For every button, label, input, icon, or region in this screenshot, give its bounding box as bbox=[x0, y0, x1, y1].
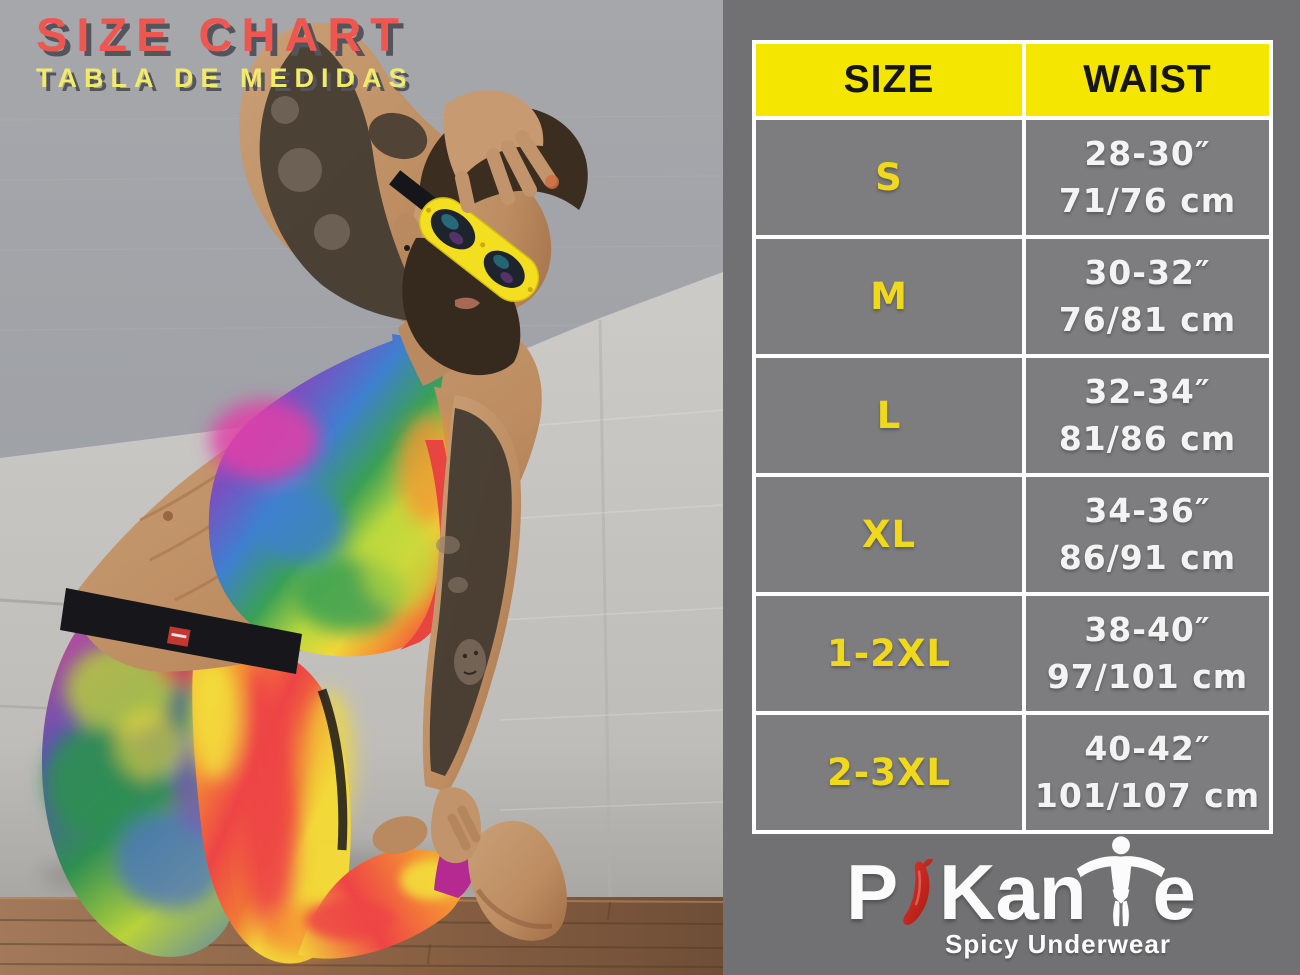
rainbow-tank-top bbox=[208, 334, 458, 657]
size-column-header: SIZE bbox=[843, 58, 935, 101]
waist-cm: 97/101 cm bbox=[1046, 656, 1249, 696]
waist-inches: 40-42″ bbox=[1084, 728, 1211, 768]
photo-scene bbox=[0, 0, 723, 975]
size-table: SIZE WAIST S 28-30″ 71/76 cm M 30-32″ 76… bbox=[752, 40, 1273, 834]
size-value: S bbox=[875, 156, 903, 199]
brand-logo: P Kan bbox=[831, 835, 1211, 960]
man-silhouette-icon bbox=[1073, 835, 1169, 929]
logo-letter-e: e bbox=[1152, 848, 1196, 937]
size-value: L bbox=[876, 394, 902, 437]
bare-foot bbox=[467, 820, 567, 941]
page-subtitle: TABLA DE MEDIDAS bbox=[36, 63, 414, 94]
leggings-calf bbox=[298, 848, 467, 959]
table-row-size-s: S bbox=[756, 120, 1022, 235]
navel bbox=[163, 511, 173, 521]
lips bbox=[455, 297, 480, 310]
table-row-waist-s: 28-30″ 71/76 cm bbox=[1026, 120, 1269, 235]
waist-cm: 71/76 cm bbox=[1058, 180, 1237, 220]
tattooed-right-arm bbox=[422, 395, 522, 792]
waist-cm: 86/91 cm bbox=[1058, 537, 1237, 577]
head bbox=[389, 106, 588, 376]
table-row-size-m: M bbox=[756, 239, 1022, 354]
waist-inches: 38-40″ bbox=[1084, 609, 1211, 649]
waist-column-header: WAIST bbox=[1083, 58, 1212, 101]
waist-cm: 81/86 cm bbox=[1058, 418, 1237, 458]
table-header-size: SIZE bbox=[756, 44, 1022, 116]
page-title: SIZE CHART bbox=[36, 8, 408, 61]
waist-inches: 32-34″ bbox=[1084, 371, 1211, 411]
brand-tagline: Spicy Underwear bbox=[945, 929, 1171, 959]
table-row-waist-l: 32-34″ 81/86 cm bbox=[1026, 358, 1269, 473]
hand-over-head bbox=[443, 89, 559, 213]
size-value: M bbox=[870, 275, 908, 318]
logo-letter-p: P bbox=[846, 848, 899, 937]
table-row-size-l: L bbox=[756, 358, 1022, 473]
leggings-near-thigh bbox=[190, 641, 355, 964]
hand-on-ankle bbox=[430, 787, 481, 864]
size-value: 1-2XL bbox=[827, 632, 951, 675]
waist-inches: 30-32″ bbox=[1084, 252, 1211, 292]
back-heel bbox=[372, 816, 428, 854]
table-row-waist-1-2xl: 38-40″ 97/101 cm bbox=[1026, 596, 1269, 711]
table-row-waist-xl: 34-36″ 86/91 cm bbox=[1026, 477, 1269, 592]
waist-cm: 76/81 cm bbox=[1058, 299, 1237, 339]
model-figure bbox=[41, 23, 588, 964]
table-row-size-xl: XL bbox=[756, 477, 1022, 592]
waistband bbox=[60, 588, 302, 674]
table-row-waist-m: 30-32″ 76/81 cm bbox=[1026, 239, 1269, 354]
model-photo: SIZE CHART TABLA DE MEDIDAS bbox=[0, 0, 723, 975]
size-value: 2-3XL bbox=[827, 751, 951, 794]
waist-inches: 34-36″ bbox=[1084, 490, 1211, 530]
waist-cm: 101/107 cm bbox=[1034, 775, 1261, 815]
fingertip bbox=[545, 175, 559, 189]
earring bbox=[404, 245, 410, 251]
table-row-size-1-2xl: 1-2XL bbox=[756, 596, 1022, 711]
logo-letters-kan: Kan bbox=[939, 848, 1087, 937]
table-row-size-2-3xl: 2-3XL bbox=[756, 715, 1022, 830]
size-value: XL bbox=[861, 513, 917, 556]
table-row-waist-2-3xl: 40-42″ 101/107 cm bbox=[1026, 715, 1269, 830]
size-chart-panel: SIZE WAIST S 28-30″ 71/76 cm M 30-32″ 76… bbox=[723, 0, 1300, 975]
waist-inches: 28-30″ bbox=[1084, 133, 1211, 173]
chili-pepper-icon bbox=[901, 849, 937, 935]
table-header-waist: WAIST bbox=[1026, 44, 1269, 116]
sunglasses bbox=[389, 170, 540, 303]
waistband-tag bbox=[166, 626, 191, 647]
